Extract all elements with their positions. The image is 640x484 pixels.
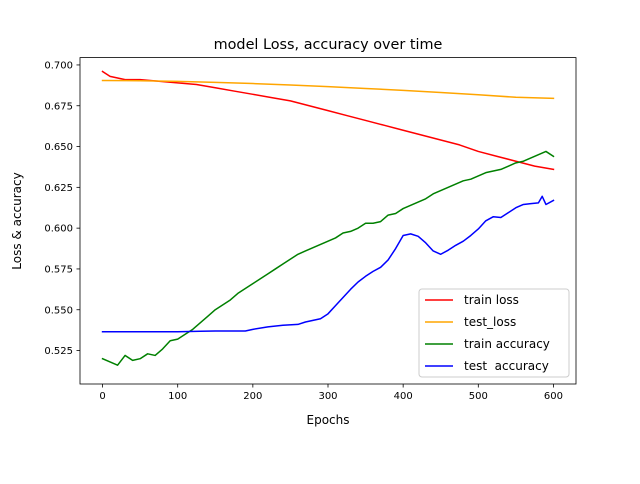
- x-tick-label: 300: [318, 391, 337, 402]
- y-tick-label: 0.700: [44, 61, 73, 72]
- y-tick-label: 0.550: [44, 305, 73, 316]
- y-tick-label: 0.600: [44, 224, 73, 235]
- x-tick-label: 0: [99, 391, 105, 402]
- x-tick-label: 100: [168, 391, 187, 402]
- series-line-train-accuracy: [101, 150, 555, 366]
- x-axis-ticks: 0 100 200 300 400 500 600: [99, 384, 563, 402]
- series-line-test-accuracy: [101, 195, 555, 333]
- x-tick-label: 500: [469, 391, 488, 402]
- x-tick-label: 600: [544, 391, 563, 402]
- series-layer: [101, 70, 555, 366]
- plot-frame: [79, 57, 577, 385]
- y-tick-label: 0.625: [44, 183, 73, 194]
- x-tick-label: 200: [243, 391, 262, 402]
- legend-label-test-loss: test_loss: [464, 315, 516, 329]
- y-tick-label: 0.525: [44, 346, 73, 357]
- legend-box: [418, 288, 570, 378]
- legend-label-train-accuracy: train accuracy: [464, 337, 550, 351]
- legend-label-train-loss: train loss: [464, 293, 519, 307]
- y-tick-label: 0.675: [44, 101, 73, 112]
- y-axis-ticks: 0.525 0.550 0.575 0.600 0.625 0.650 0.675 0.700: [44, 61, 80, 357]
- x-tick-label: 400: [394, 391, 413, 402]
- y-tick-label: 0.575: [44, 265, 73, 276]
- legend-label-test-accuracy: test accuracy: [464, 359, 549, 373]
- y-axis-label: Loss & accuracy: [10, 172, 24, 269]
- chart-title: model Loss, accuracy over time: [214, 37, 443, 53]
- series-line-test-loss: [101, 79, 555, 100]
- y-tick-label: 0.650: [44, 142, 73, 153]
- x-axis-label: Epochs: [307, 413, 350, 427]
